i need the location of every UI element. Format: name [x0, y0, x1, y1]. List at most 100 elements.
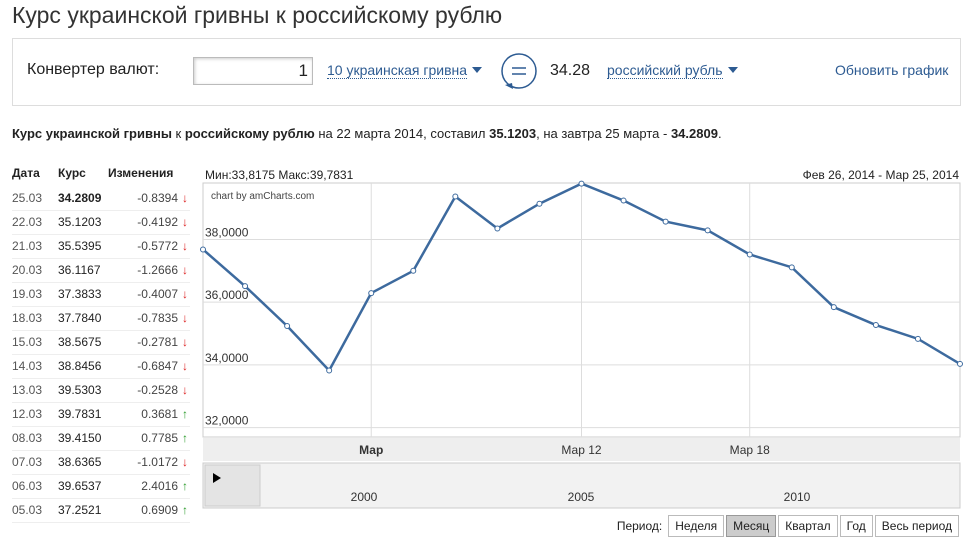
trend-arrow: ↓: [182, 455, 188, 469]
point: [704, 227, 711, 234]
date-range: Фев 26, 2014 - Мар 25, 2014: [802, 168, 959, 182]
trend-arrow: ↓: [182, 215, 188, 229]
rate: 38.8456: [58, 359, 102, 373]
summary-part: .: [717, 126, 722, 141]
period-label: Период:: [616, 519, 663, 533]
trend-arrow: ↓: [182, 311, 188, 325]
change: -1.2666: [137, 263, 178, 277]
rate: 38.6365: [58, 455, 102, 469]
table-row: 13.03 39.5303 -0.2528 ↓: [12, 378, 190, 403]
x-tick-label: Мар 12: [561, 443, 601, 457]
table-row: 18.03 37.7840 -0.7835 ↓: [12, 306, 190, 331]
summary-part: на 22 марта 2014, составил: [314, 126, 490, 141]
date: 25.03: [12, 191, 43, 205]
date: 21.03: [12, 239, 43, 253]
change: -0.6847: [137, 359, 178, 373]
change: 0.7785: [141, 431, 178, 445]
trend-arrow: ↓: [182, 359, 188, 373]
period-button[interactable]: Месяц: [726, 515, 777, 537]
change: 0.6909: [141, 503, 178, 517]
change: -0.2528: [137, 383, 178, 397]
rate: 39.6537: [58, 479, 102, 493]
date: 12.03: [12, 407, 43, 421]
trend-arrow: ↑: [182, 479, 188, 493]
date: 22.03: [12, 215, 43, 229]
converter-label: Конвертер валют:: [27, 61, 160, 78]
point: [536, 200, 543, 207]
amount-input[interactable]: 1: [193, 57, 313, 85]
swap-icon[interactable]: [499, 49, 541, 95]
point: [452, 193, 459, 200]
y-tick-label: 32,0000: [205, 414, 249, 428]
summary: Курс украинской гривны к российскому руб…: [12, 126, 722, 141]
refresh-link[interactable]: Обновить график: [835, 62, 949, 78]
navigator[interactable]: [202, 462, 961, 509]
trend-arrow: ↑: [182, 431, 188, 445]
change: 2.4016: [141, 479, 178, 493]
to-currency[interactable]: российский рубль: [607, 62, 738, 80]
point: [662, 218, 669, 225]
point: [788, 264, 795, 271]
rate: 39.5303: [58, 383, 102, 397]
date: 15.03: [12, 335, 43, 349]
period-button[interactable]: Неделя: [668, 515, 725, 537]
point: [872, 322, 879, 329]
minmax: Мин:33,8175 Макс:39,7831: [205, 168, 354, 182]
trend-arrow: ↓: [182, 239, 188, 253]
change: -0.8394: [137, 191, 178, 205]
play-icon[interactable]: [213, 473, 221, 483]
trend-arrow: ↓: [182, 383, 188, 397]
navigator-label: 2010: [784, 490, 811, 504]
table-row: 08.03 39.4150 0.7785 ↑: [12, 426, 190, 451]
point: [410, 267, 417, 274]
table-row: 22.03 35.1203 -0.4192 ↓: [12, 210, 190, 235]
x-axis-band: [203, 438, 960, 461]
point: [494, 225, 501, 232]
summary-part: российскому рублю: [184, 126, 315, 141]
y-tick-label: 34,0000: [205, 351, 249, 365]
column-header: Изменения: [108, 166, 174, 180]
table-row: 12.03 39.7831 0.3681 ↑: [12, 402, 190, 427]
change: 0.3681: [141, 407, 178, 421]
point: [578, 180, 585, 187]
rate: 39.4150: [58, 431, 102, 445]
rate: 34.2809: [58, 191, 102, 205]
table-row: 19.03 37.3833 -0.4007 ↓: [12, 282, 190, 307]
period-button[interactable]: Квартал: [778, 515, 838, 537]
summary-part: Курс украинской гривны: [12, 126, 172, 141]
point: [830, 304, 837, 311]
date: 20.03: [12, 263, 43, 277]
from-text: 10 украинская гривна: [327, 62, 468, 79]
period-button[interactable]: Год: [839, 515, 873, 537]
date: 06.03: [12, 479, 43, 493]
date: 13.03: [12, 383, 43, 397]
from-currency[interactable]: 10 украинская гривна: [327, 62, 483, 80]
trend-arrow: ↓: [182, 191, 188, 205]
trend-arrow: ↑: [182, 407, 188, 421]
table-row: 05.03 37.2521 0.6909 ↑: [12, 498, 190, 523]
point: [284, 322, 291, 329]
trend-arrow: ↓: [182, 263, 188, 277]
summary-part: 35.1203: [489, 126, 537, 141]
change: -0.5772: [137, 239, 178, 253]
navigator-handle[interactable]: [204, 464, 261, 507]
navigator-label: 2005: [568, 490, 595, 504]
rate: 36.1167: [58, 263, 101, 277]
date: 19.03: [12, 287, 43, 301]
date: 08.03: [12, 431, 43, 445]
navigator-label: 2000: [351, 490, 378, 504]
change: -0.4192: [137, 215, 178, 229]
table-row: 25.03 34.2809 -0.8394 ↓: [12, 186, 190, 211]
rate: 35.5395: [58, 239, 102, 253]
result: 34.28: [550, 62, 591, 79]
point: [620, 197, 627, 204]
period-button[interactable]: Весь период: [874, 515, 959, 537]
table-row: 14.03 38.8456 -0.6847 ↓: [12, 354, 190, 379]
period-bar: Период: Неделя Месяц Квартал Год Весь период: [617, 515, 959, 537]
table-row: 06.03 39.6537 2.4016 ↑: [12, 474, 190, 499]
rate: 38.5675: [58, 335, 102, 349]
table-row: 20.03 36.1167 -1.2666 ↓: [12, 258, 190, 283]
change: -0.7835: [137, 311, 178, 325]
table-row: 07.03 38.6365 -1.0172 ↓: [12, 450, 190, 475]
